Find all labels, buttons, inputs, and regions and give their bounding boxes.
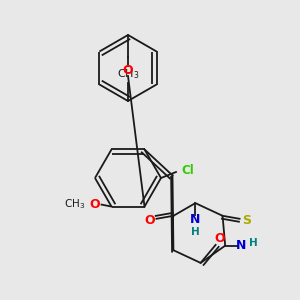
Text: S: S [242, 214, 251, 227]
Text: O: O [214, 232, 225, 245]
Text: N: N [236, 239, 246, 252]
Text: Cl: Cl [181, 164, 194, 176]
Text: O: O [123, 64, 133, 77]
Text: H: H [249, 238, 258, 248]
Text: O: O [144, 214, 155, 227]
Text: O: O [89, 198, 100, 211]
Text: H: H [191, 227, 200, 237]
Text: CH$_3$: CH$_3$ [117, 67, 139, 81]
Text: N: N [190, 213, 201, 226]
Text: CH$_3$: CH$_3$ [64, 198, 86, 212]
